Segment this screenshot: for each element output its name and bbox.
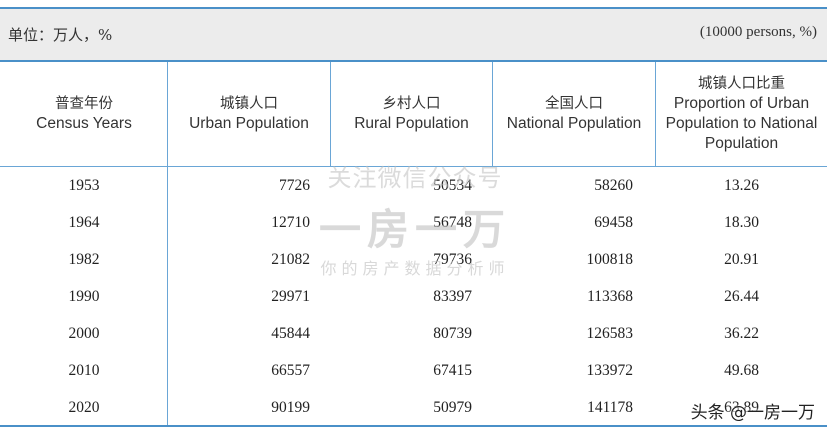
header-national-population: 全国人口 National Population [493, 62, 655, 166]
header-en: Rural Population [354, 115, 469, 132]
cell-national: 100818 [586, 251, 634, 268]
header-top-rule [0, 60, 827, 62]
column-divider [167, 62, 168, 166]
cell-rural: 50534 [433, 177, 472, 194]
cell-proportion: 18.30 [724, 214, 759, 231]
cell-national: 58260 [594, 177, 633, 194]
cell-urban: 12710 [271, 214, 310, 231]
header-zh: 普查年份 [55, 96, 113, 112]
cell-rural: 79736 [433, 251, 472, 268]
unit-label-en: (10000 persons, %) [699, 24, 817, 40]
cell-year: 2010 [68, 362, 100, 379]
cell-urban: 90199 [271, 399, 310, 416]
header-urban-proportion: 城镇人口比重 Proportion of Urban Population to… [656, 62, 827, 166]
header-zh: 城镇人口比重 [698, 76, 785, 92]
header-en: Urban Population [189, 115, 309, 132]
cell-national: 133972 [586, 362, 634, 379]
header-en: Population [704, 135, 779, 152]
cell-urban: 45844 [271, 325, 310, 342]
cell-proportion: 63.89 [724, 399, 759, 416]
cell-proportion: 26.44 [724, 288, 759, 305]
table-row: 2000 45844 80739 126583 36.22 [0, 315, 827, 352]
header-zh: 乡村人口 [382, 96, 441, 112]
cell-proportion: 49.68 [724, 362, 759, 379]
cell-urban: 29971 [271, 288, 310, 305]
cell-rural: 67415 [433, 362, 472, 379]
table-row: 2010 66557 67415 133972 49.68 [0, 352, 827, 389]
cell-proportion: 13.26 [724, 177, 759, 194]
cell-rural: 83397 [433, 288, 472, 305]
cell-national: 126583 [586, 325, 634, 342]
table-row: 1982 21082 79736 100818 20.91 [0, 241, 827, 278]
cell-year: 1982 [68, 251, 100, 268]
cell-rural: 80739 [433, 325, 472, 342]
column-divider [167, 166, 168, 425]
table-row: 1953 7726 50534 58260 13.26 [0, 167, 827, 204]
cell-rural: 50979 [433, 399, 472, 416]
cell-year: 1990 [68, 288, 100, 305]
column-divider [655, 62, 656, 166]
cell-urban: 66557 [271, 362, 310, 379]
cell-year: 2000 [68, 325, 100, 342]
table-row: 1964 12710 56748 69458 18.30 [0, 204, 827, 241]
cell-rural: 56748 [433, 214, 472, 231]
header-urban-population: 城镇人口 Urban Population [168, 62, 330, 166]
header-zh: 全国人口 [545, 96, 603, 112]
unit-bar [0, 9, 827, 60]
cell-year: 2020 [68, 399, 100, 416]
bottom-rule [0, 425, 827, 427]
header-en: Population to National [665, 115, 818, 132]
cell-proportion: 20.91 [724, 251, 759, 268]
header-en: National Population [506, 115, 642, 132]
header-census-years: 普查年份 Census Years [0, 62, 168, 166]
cell-year: 1964 [68, 214, 100, 231]
header-en: Proportion of Urban [673, 95, 810, 112]
header-en: Census Years [36, 115, 132, 132]
column-divider [492, 62, 493, 166]
cell-national: 113368 [587, 288, 633, 305]
table-row: 2020 90199 50979 141178 63.89 [0, 389, 827, 426]
top-rule [0, 7, 827, 9]
cell-urban: 21082 [271, 251, 310, 268]
header-zh: 城镇人口 [220, 96, 278, 112]
cell-proportion: 36.22 [724, 325, 759, 342]
column-divider [330, 62, 331, 166]
cell-year: 1953 [68, 177, 100, 194]
table-header: 普查年份 Census Years 城镇人口 Urban Population … [0, 62, 827, 166]
cell-urban: 7726 [279, 177, 310, 194]
unit-label-zh: 单位：万人，% [8, 26, 113, 44]
header-rural-population: 乡村人口 Rural Population [330, 62, 493, 166]
corner-watermark: 头条 @一房一万 [690, 403, 815, 423]
cell-national: 69458 [594, 214, 633, 231]
table-row: 1990 29971 83397 113368 26.44 [0, 278, 827, 315]
header-bottom-rule [0, 166, 827, 167]
cell-national: 141178 [587, 399, 633, 416]
